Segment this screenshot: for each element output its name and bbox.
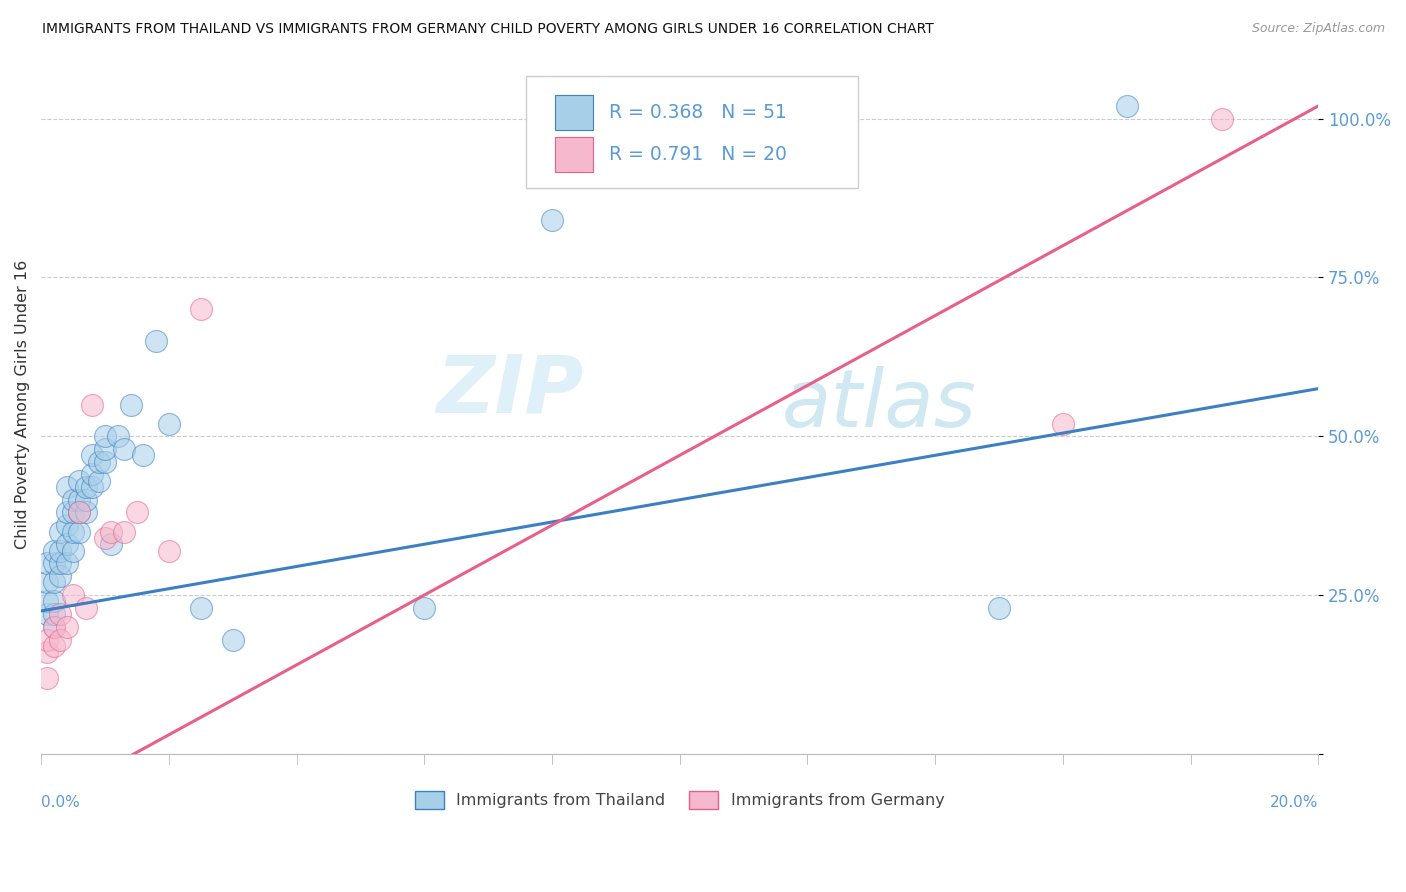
Text: 0.0%: 0.0%: [41, 796, 80, 810]
Point: [221, 632, 243, 647]
Point: [67, 506, 90, 520]
Text: 20.0%: 20.0%: [1270, 796, 1319, 810]
Point: [75, 492, 97, 507]
Point: [42, 607, 65, 621]
Point: [190, 600, 212, 615]
Text: R = 0.791   N = 20: R = 0.791 N = 20: [609, 145, 787, 164]
Point: [75, 600, 97, 615]
Point: [1052, 417, 1074, 431]
Point: [49, 569, 72, 583]
Point: [37, 607, 59, 621]
Point: [55, 557, 77, 571]
Point: [49, 543, 72, 558]
Point: [49, 607, 72, 621]
Point: [55, 518, 77, 533]
Point: [82, 397, 104, 411]
Text: atlas: atlas: [782, 366, 977, 443]
FancyBboxPatch shape: [526, 76, 859, 188]
Point: [42, 594, 65, 608]
Point: [100, 524, 122, 539]
Point: [94, 429, 117, 443]
Point: [55, 620, 77, 634]
Text: ZIP: ZIP: [436, 351, 583, 430]
Point: [67, 524, 90, 539]
Point: [42, 620, 65, 634]
Point: [82, 467, 104, 482]
Point: [125, 506, 148, 520]
Point: [94, 442, 117, 456]
Point: [112, 524, 135, 539]
Point: [145, 334, 167, 348]
Point: [55, 537, 77, 551]
Point: [75, 506, 97, 520]
Point: [157, 417, 180, 431]
Point: [55, 506, 77, 520]
Point: [413, 600, 436, 615]
Point: [75, 480, 97, 494]
Point: [42, 575, 65, 590]
Point: [37, 671, 59, 685]
Point: [62, 543, 84, 558]
Point: [94, 455, 117, 469]
Point: [37, 557, 59, 571]
Point: [37, 645, 59, 659]
Point: [157, 543, 180, 558]
Text: R = 0.368   N = 51: R = 0.368 N = 51: [609, 103, 787, 122]
Point: [82, 480, 104, 494]
Point: [541, 213, 564, 227]
Text: Source: ZipAtlas.com: Source: ZipAtlas.com: [1251, 22, 1385, 36]
FancyBboxPatch shape: [554, 136, 593, 172]
Point: [107, 429, 129, 443]
Point: [1211, 112, 1233, 126]
Point: [49, 557, 72, 571]
Point: [132, 448, 155, 462]
Point: [49, 632, 72, 647]
Point: [190, 302, 212, 317]
Point: [87, 455, 110, 469]
Y-axis label: Child Poverty Among Girls Under 16: Child Poverty Among Girls Under 16: [15, 260, 30, 549]
Point: [1115, 99, 1137, 113]
Point: [42, 557, 65, 571]
Point: [62, 588, 84, 602]
Point: [42, 620, 65, 634]
Point: [988, 600, 1011, 615]
Text: IMMIGRANTS FROM THAILAND VS IMMIGRANTS FROM GERMANY CHILD POVERTY AMONG GIRLS UN: IMMIGRANTS FROM THAILAND VS IMMIGRANTS F…: [42, 22, 934, 37]
Point: [94, 531, 117, 545]
Point: [62, 506, 84, 520]
Point: [100, 537, 122, 551]
Point: [82, 448, 104, 462]
Point: [55, 480, 77, 494]
Point: [67, 492, 90, 507]
Point: [37, 632, 59, 647]
Point: [87, 474, 110, 488]
Point: [67, 474, 90, 488]
Legend: Immigrants from Thailand, Immigrants from Germany: Immigrants from Thailand, Immigrants fro…: [408, 785, 950, 816]
FancyBboxPatch shape: [554, 95, 593, 130]
Point: [37, 594, 59, 608]
Point: [42, 543, 65, 558]
Point: [67, 506, 90, 520]
Point: [120, 397, 142, 411]
Point: [62, 524, 84, 539]
Point: [49, 524, 72, 539]
Point: [42, 639, 65, 653]
Point: [37, 575, 59, 590]
Point: [62, 492, 84, 507]
Point: [112, 442, 135, 456]
